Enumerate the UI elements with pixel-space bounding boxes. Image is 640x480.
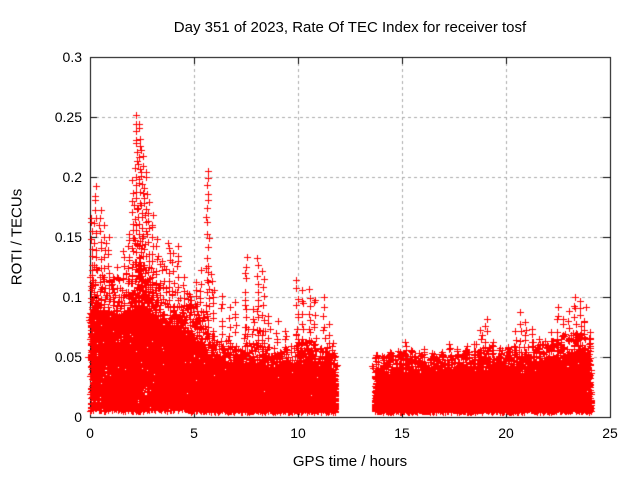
x-tick-label: 25 [602, 425, 618, 441]
y-tick-label: 0.2 [62, 169, 82, 185]
x-tick-label: 20 [498, 425, 514, 441]
x-tick-label: 0 [86, 425, 94, 441]
x-axis-label: GPS time / hours [292, 453, 408, 470]
x-tick-label: 15 [394, 425, 410, 441]
y-tick-label: 0.15 [54, 229, 82, 245]
x-tick-label: 5 [190, 425, 198, 441]
chart-title: Day 351 of 2023, Rate Of TEC Index for r… [173, 19, 527, 36]
y-tick-label: 0.3 [62, 49, 82, 65]
y-tick-label: 0 [74, 409, 82, 425]
x-tick-label: 10 [290, 425, 306, 441]
y-tick-label: 0.25 [54, 109, 82, 125]
y-tick-label: 0.1 [62, 289, 82, 305]
y-tick-label: 0.05 [54, 349, 82, 365]
